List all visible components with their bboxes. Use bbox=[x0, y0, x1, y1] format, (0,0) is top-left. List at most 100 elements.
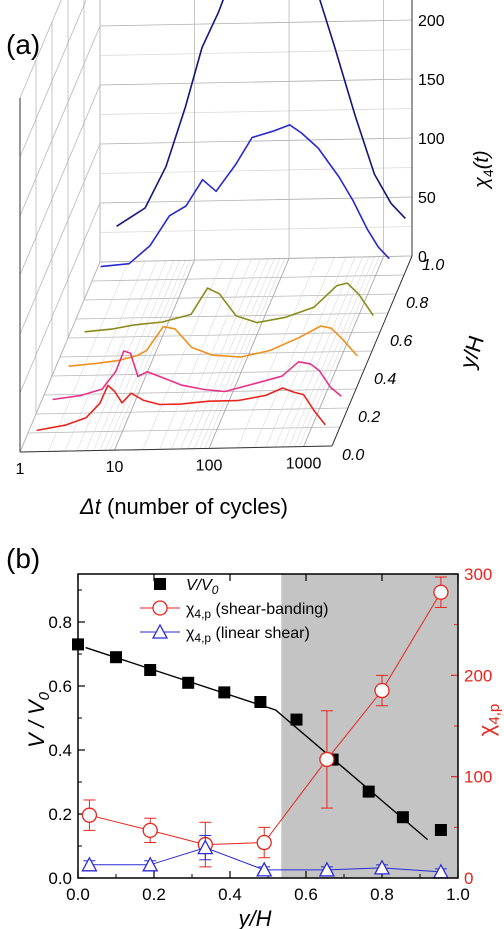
floor-grid-line bbox=[298, 256, 380, 447]
legend-marker-square bbox=[154, 578, 166, 590]
y-tick-label: 0.0 bbox=[342, 447, 364, 464]
series-line-y-1 bbox=[116, 0, 406, 227]
back-wall-grid-line bbox=[99, 78, 413, 86]
floor-grid-line bbox=[75, 312, 389, 320]
panel-a-grid bbox=[19, 0, 413, 453]
y-tick-label: 0.4 bbox=[374, 371, 396, 388]
panel-b-series bbox=[72, 576, 449, 879]
floor-grid-line bbox=[109, 260, 191, 451]
left-wall-grid-line bbox=[19, 143, 101, 335]
panel-b-right-axis-label: χ4,p bbox=[474, 704, 503, 736]
data-point-triangle bbox=[318, 861, 335, 877]
z-tick-label: 0 bbox=[418, 249, 427, 266]
back-wall-grid-line bbox=[99, 137, 413, 145]
axis-edge bbox=[331, 255, 413, 447]
y-tick-label: 0.8 bbox=[406, 295, 428, 312]
data-point-square bbox=[254, 696, 267, 708]
back-wall-grid-line bbox=[99, 49, 413, 56]
right-y-tick-label: 300 bbox=[464, 565, 492, 584]
floor-grid-line bbox=[93, 260, 174, 451]
back-wall-grid-line bbox=[99, 255, 413, 263]
x-tick-label: 0.0 bbox=[66, 885, 90, 904]
x-tick-label: 100 bbox=[196, 457, 223, 474]
floor-grid-line bbox=[83, 293, 397, 301]
data-point-circle bbox=[81, 807, 98, 823]
data-point-square bbox=[362, 785, 375, 798]
data-point-triangle bbox=[142, 856, 159, 872]
panel-a-z-axis-label: χ4(t) bbox=[471, 150, 496, 190]
right-y-tick-label: 0 bbox=[464, 869, 473, 888]
floor-grid-line bbox=[105, 260, 186, 451]
floor-grid-line bbox=[67, 331, 381, 339]
floor-grid-line bbox=[253, 257, 335, 448]
z-tick-label: 150 bbox=[418, 72, 445, 89]
legend-marker-circle bbox=[152, 600, 168, 616]
floor-grid-line bbox=[180, 258, 261, 450]
series-line-y-0-8 bbox=[100, 124, 390, 268]
back-wall-grid-line bbox=[99, 196, 413, 204]
z-tick-label: 100 bbox=[418, 131, 445, 148]
floor-grid-line bbox=[51, 369, 365, 377]
floor-grid-line bbox=[282, 256, 363, 448]
series-line-y-0 bbox=[36, 384, 326, 432]
y-tick-label: 1.0 bbox=[422, 257, 444, 274]
left-wall-grid-line bbox=[19, 0, 87, 158]
floor-grid-line bbox=[114, 260, 195, 451]
floor-grid-line bbox=[159, 259, 240, 450]
x-tick-label: 0.2 bbox=[142, 885, 166, 904]
legend-entry-text: χ4,p (shear-banding) bbox=[186, 601, 329, 621]
floor-grid-line bbox=[99, 260, 181, 451]
data-point-square bbox=[290, 713, 303, 726]
panel-b-x-axis-label: y/H bbox=[237, 906, 272, 929]
panel-a-tick-labels: 11010010000.00.20.40.60.81.0300250200150… bbox=[16, 13, 445, 478]
data-point-square bbox=[434, 824, 447, 836]
left-wall-grid-line bbox=[19, 202, 101, 394]
floor-grid-line bbox=[59, 350, 373, 358]
panel-b-chart: (b) 0.0 0.2 0.4 0.6 0.8 1.0 0.0 0.2 0.4 0.6 0.8 0 10… bbox=[6, 543, 503, 929]
y-tick-label: 0.2 bbox=[48, 805, 72, 824]
z-tick-label: 50 bbox=[418, 190, 436, 207]
data-point-circle bbox=[142, 822, 158, 839]
data-point-triangle bbox=[256, 861, 273, 877]
y-tick-label: 0.0 bbox=[48, 869, 72, 888]
floor-grid-line bbox=[85, 260, 167, 451]
x-tick-label: 0.4 bbox=[218, 885, 242, 904]
y-tick-label: 0.2 bbox=[358, 409, 380, 426]
floor-grid-line bbox=[91, 274, 405, 282]
y-tick-label: 0.6 bbox=[48, 677, 72, 696]
floor-grid-line bbox=[194, 258, 275, 449]
data-point-circle bbox=[319, 751, 335, 768]
panel-a-3d-chart: 11010010000.00.20.40.60.81.0300250200150… bbox=[6, 0, 496, 519]
z-tick-label: 200 bbox=[418, 13, 445, 30]
panel-a-y-axis-label: y/H bbox=[455, 332, 489, 371]
panel-a-series bbox=[36, 0, 406, 432]
panel-b-legend: V/V0 χ4,p (shear-banding) χ4,p (linear she… bbox=[140, 577, 329, 645]
floor-grid-line bbox=[199, 258, 281, 449]
panel-a-x-axis-label: Δt (number of cycles) bbox=[79, 494, 288, 519]
series-line-y-0-4 bbox=[68, 325, 358, 367]
right-y-tick-label: 100 bbox=[464, 768, 492, 787]
panel-a-label: (a) bbox=[6, 29, 40, 60]
back-wall-grid-line bbox=[99, 167, 413, 174]
floor-grid-line bbox=[43, 388, 357, 396]
fit-line bbox=[85, 646, 429, 841]
x-tick-label: 1 bbox=[16, 461, 25, 478]
legend-entry-text: χ4,p (linear shear) bbox=[186, 625, 310, 645]
data-point-triangle bbox=[81, 856, 98, 872]
data-point-circle bbox=[256, 834, 272, 851]
legend-marker-triangle bbox=[151, 623, 169, 639]
shaded-region bbox=[281, 574, 458, 878]
panel-b-label: (b) bbox=[6, 543, 40, 574]
left-wall-grid-line bbox=[19, 261, 101, 453]
floor-grid-line bbox=[35, 407, 349, 415]
series-line-y-0-2 bbox=[52, 350, 342, 401]
floor-grid-line bbox=[288, 256, 370, 447]
floor-grid-line bbox=[142, 259, 224, 450]
y-tick-label: 0.6 bbox=[390, 333, 412, 350]
floor-grid-line bbox=[237, 257, 318, 448]
left-wall-grid-line bbox=[19, 0, 62, 99]
floor-grid-line bbox=[76, 260, 158, 452]
data-point-circle bbox=[374, 682, 390, 699]
series-line-y-0-6 bbox=[84, 282, 374, 333]
